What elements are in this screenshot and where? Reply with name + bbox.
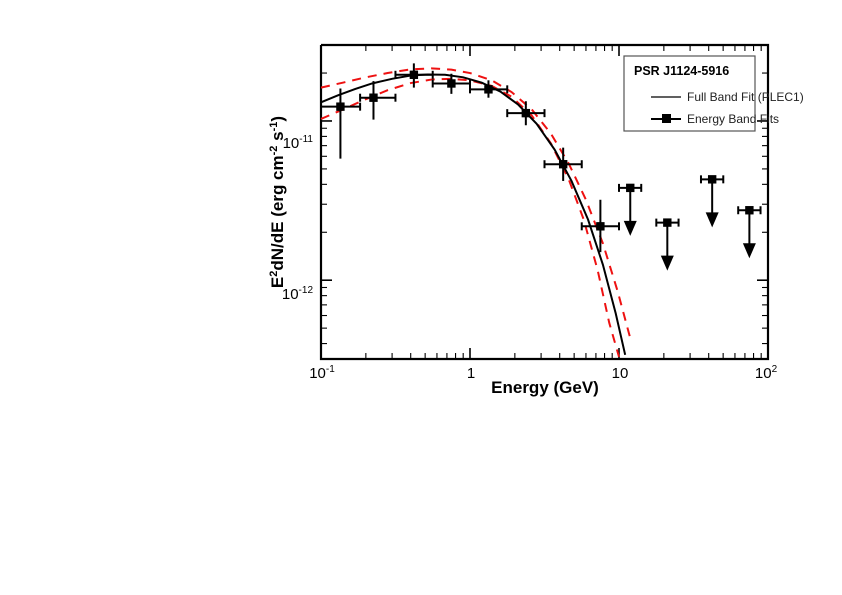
data-point-1 xyxy=(359,81,397,120)
upper-limit-1 xyxy=(655,218,680,271)
x-axis-title: Energy (GeV) xyxy=(491,378,599,397)
ul-marker xyxy=(707,175,717,184)
ul-marker xyxy=(663,218,672,227)
data-point-5 xyxy=(506,101,546,126)
ul-marker xyxy=(745,206,754,215)
energy-band-fit-points xyxy=(320,63,620,253)
ul-arrowhead xyxy=(705,212,719,228)
y-tick-label-1: 10-12 xyxy=(282,285,314,303)
point-marker xyxy=(596,222,605,231)
axis-ticks xyxy=(320,44,769,359)
y-tick-label-0: 10-11 xyxy=(283,134,314,152)
point-marker xyxy=(521,108,531,118)
x-tick-label-3: 102 xyxy=(755,364,778,382)
upper-limit-arrows xyxy=(618,175,762,271)
full-band-fit-curve xyxy=(320,73,627,356)
y-tick-labels: 10-11 10-12 xyxy=(282,134,314,303)
ul-arrowhead xyxy=(660,255,674,271)
legend-entry-0-label: Full Band Fit (PLEC1) xyxy=(687,90,804,104)
data-point-4 xyxy=(469,80,509,98)
upper-limit-0 xyxy=(618,183,643,236)
legend-entry-1-label: Energy Band Fits xyxy=(687,112,779,126)
legend-marker-swatch xyxy=(662,114,671,123)
upper-limit-3 xyxy=(737,206,762,259)
data-point-6 xyxy=(543,147,583,181)
data-point-7 xyxy=(580,199,620,253)
point-marker xyxy=(409,70,419,79)
x-tick-labels: 10-1 1 10 102 xyxy=(309,364,777,382)
point-marker xyxy=(369,93,378,102)
x-tick-label-2: 10 xyxy=(612,365,629,382)
upper-limit-2 xyxy=(699,175,725,228)
data-point-2 xyxy=(394,63,434,88)
point-marker xyxy=(447,79,456,88)
x-tick-label-0: 10-1 xyxy=(309,364,335,382)
x-tick-label-1: 1 xyxy=(467,365,475,382)
ul-marker xyxy=(626,183,635,193)
y-axis-title: E2dN/dE (erg cm-2 s-1) xyxy=(268,116,287,288)
fit-curve-path xyxy=(320,73,627,356)
legend-box xyxy=(623,55,756,132)
legend: PSR J1124-5916 Full Band Fit (PLEC1) Ene… xyxy=(623,55,804,132)
point-marker xyxy=(484,85,493,94)
data-point-0 xyxy=(320,88,362,159)
ul-arrowhead xyxy=(623,220,637,236)
point-marker xyxy=(336,102,345,111)
legend-source-label: PSR J1124-5916 xyxy=(634,64,729,78)
ul-arrowhead xyxy=(742,243,756,259)
point-marker xyxy=(558,160,568,169)
